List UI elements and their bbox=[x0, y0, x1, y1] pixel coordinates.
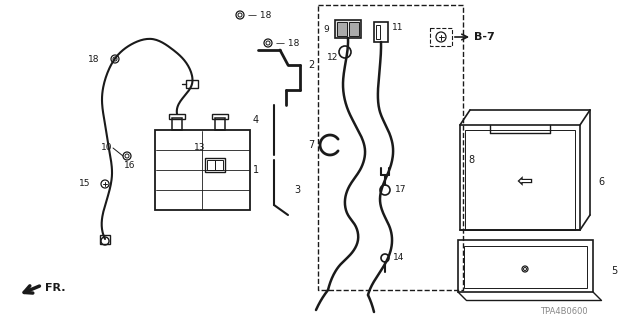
Text: B-7: B-7 bbox=[474, 32, 495, 42]
Bar bbox=[100, 235, 110, 244]
Text: 14: 14 bbox=[393, 253, 404, 262]
Text: 16: 16 bbox=[124, 162, 136, 171]
Text: 7: 7 bbox=[308, 140, 314, 150]
Bar bbox=[318, 5, 463, 290]
Text: — 18: — 18 bbox=[276, 38, 300, 47]
Text: 5: 5 bbox=[611, 266, 617, 276]
Text: 6: 6 bbox=[598, 177, 604, 187]
Text: 18: 18 bbox=[88, 54, 99, 63]
Bar bbox=[458, 240, 593, 292]
Bar bbox=[172, 118, 182, 130]
Text: 3: 3 bbox=[294, 185, 300, 195]
Text: 13: 13 bbox=[195, 142, 205, 151]
Text: 11: 11 bbox=[392, 22, 403, 31]
Bar bbox=[374, 22, 388, 42]
Bar bbox=[335, 20, 361, 38]
Bar bbox=[215, 160, 223, 170]
Text: FR.: FR. bbox=[45, 283, 65, 293]
Text: TPA4B0600: TPA4B0600 bbox=[540, 308, 588, 316]
Bar bbox=[465, 130, 575, 230]
Text: 4: 4 bbox=[253, 115, 259, 125]
Text: 2: 2 bbox=[308, 60, 314, 70]
Bar bbox=[186, 80, 198, 88]
Text: 8: 8 bbox=[468, 155, 474, 165]
Bar bbox=[155, 130, 250, 210]
Text: 17: 17 bbox=[395, 186, 406, 195]
Bar bbox=[430, 28, 452, 46]
Bar bbox=[205, 158, 225, 172]
Text: 15: 15 bbox=[79, 180, 90, 188]
Bar bbox=[207, 160, 215, 170]
Text: 12: 12 bbox=[327, 52, 339, 61]
Text: 9: 9 bbox=[323, 25, 329, 34]
Bar bbox=[337, 22, 347, 36]
Bar bbox=[349, 22, 359, 36]
Bar bbox=[460, 125, 580, 230]
Text: 1: 1 bbox=[253, 165, 259, 175]
Bar bbox=[464, 246, 587, 288]
Bar bbox=[215, 118, 225, 130]
Bar bbox=[212, 114, 228, 119]
Bar bbox=[376, 25, 380, 39]
Text: — 18: — 18 bbox=[248, 11, 271, 20]
Bar bbox=[169, 114, 185, 119]
Text: ⇦: ⇦ bbox=[517, 172, 533, 191]
Text: 10: 10 bbox=[100, 143, 112, 153]
